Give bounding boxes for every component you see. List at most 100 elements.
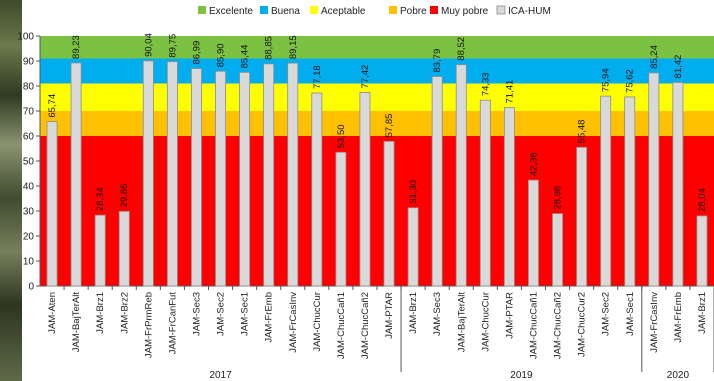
bar-value-label: 77,18 bbox=[312, 65, 323, 89]
legend-swatch bbox=[198, 6, 206, 14]
bar bbox=[215, 70, 226, 287]
year-group-label: 2020 bbox=[667, 370, 690, 381]
bar bbox=[335, 151, 347, 287]
bar-value-label: 88,85 bbox=[264, 36, 275, 60]
bar-value-label: 53,50 bbox=[336, 124, 347, 148]
legend-label: Buena bbox=[271, 6, 300, 17]
bar bbox=[624, 96, 636, 287]
y-tick-label: 60 bbox=[23, 132, 35, 143]
legend-label: Muy pobre bbox=[441, 6, 489, 17]
bar-value-label: 89,75 bbox=[167, 34, 178, 58]
bar bbox=[528, 179, 539, 287]
bar bbox=[431, 76, 443, 287]
bar bbox=[672, 82, 684, 287]
y-tick-label: 10 bbox=[23, 257, 35, 268]
bar-value-label: 28,34 bbox=[95, 187, 106, 211]
bar bbox=[287, 62, 299, 287]
legend-label: Aceptable bbox=[321, 6, 366, 17]
bar bbox=[263, 63, 275, 287]
bar bbox=[239, 72, 251, 287]
bar bbox=[311, 92, 323, 287]
x-category-label: JAM-Sec2 bbox=[216, 292, 227, 336]
x-category-label: JAM-Sec3 bbox=[432, 292, 443, 336]
bar-value-label: 28,98 bbox=[553, 186, 564, 210]
x-category-label: JAM-FrEmb bbox=[264, 292, 275, 343]
quality-band-muy-pobre bbox=[40, 136, 714, 286]
x-category-label: JAM-ChucCañ2 bbox=[553, 292, 564, 359]
x-category-label: JAM-FrCanFut bbox=[167, 292, 178, 355]
legend-swatch bbox=[310, 6, 318, 14]
legend-label: Pobre bbox=[400, 6, 427, 17]
bar-value-label: 75,94 bbox=[601, 68, 612, 92]
x-category-label: JAM-PTAR bbox=[384, 292, 395, 339]
x-category-label: JAM-FrEmb bbox=[673, 292, 684, 343]
x-category-label: JAM-Brz1 bbox=[408, 292, 419, 334]
bar bbox=[479, 99, 491, 287]
quality-band-aceptable bbox=[40, 83, 714, 111]
x-category-label: JAM-Brz1 bbox=[697, 292, 708, 334]
bar bbox=[383, 140, 395, 287]
bar-value-label: 86,99 bbox=[191, 41, 202, 65]
bar bbox=[576, 146, 588, 287]
y-tick-label: 20 bbox=[23, 232, 35, 243]
x-category-label: JAM-Sec1 bbox=[625, 292, 636, 336]
legend-swatch bbox=[496, 5, 506, 15]
bar-value-label: 85,90 bbox=[216, 43, 227, 67]
year-group-label: 2017 bbox=[209, 370, 232, 381]
quality-band-buena bbox=[40, 58, 714, 84]
x-category-label: JAM-BajTerAlt bbox=[71, 292, 82, 353]
bar bbox=[407, 207, 419, 287]
x-category-label: JAM-Aten bbox=[47, 292, 58, 334]
bar-value-label: 75,62 bbox=[625, 69, 636, 93]
legend-label: ICA-HUM bbox=[508, 6, 551, 17]
background-photo-strip bbox=[0, 0, 22, 381]
y-tick-label: 70 bbox=[23, 107, 35, 118]
bar-value-label: 74,33 bbox=[480, 72, 491, 96]
x-category-label: JAM-Sec2 bbox=[601, 292, 612, 336]
x-category-label: JAM-PTAR bbox=[504, 292, 515, 339]
bar bbox=[600, 95, 612, 287]
bar bbox=[46, 121, 58, 287]
x-category-label: JAM-ChucCur2 bbox=[577, 292, 588, 357]
bar-value-label: 88,52 bbox=[456, 37, 467, 61]
y-tick-label: 90 bbox=[23, 57, 35, 68]
x-category-label: JAM-BajTerAlt bbox=[456, 292, 467, 353]
y-tick-label: 30 bbox=[23, 207, 35, 218]
x-category-label: JAM-ChucCañ1 bbox=[336, 292, 347, 359]
bar-value-label: 83,79 bbox=[432, 49, 443, 73]
y-tick-label: 0 bbox=[28, 282, 34, 293]
bar-value-label: 85,44 bbox=[240, 45, 251, 69]
x-category-label: JAM-Brz2 bbox=[119, 292, 130, 334]
bar bbox=[94, 214, 106, 287]
bar-value-label: 28,04 bbox=[697, 188, 708, 212]
bar bbox=[648, 72, 660, 287]
bar bbox=[696, 215, 708, 287]
legend-swatch bbox=[430, 6, 438, 14]
legend-swatch bbox=[389, 6, 397, 14]
bar-value-label: 42,36 bbox=[528, 152, 539, 176]
x-category-label: JAM-Sec1 bbox=[240, 292, 251, 336]
bar-value-label: 77,42 bbox=[360, 65, 371, 89]
x-category-label: JAM-FrCasInv bbox=[288, 292, 299, 353]
bar-value-label: 85,24 bbox=[649, 45, 660, 69]
legend-swatch bbox=[260, 6, 268, 14]
x-category-label: JAM-Sec3 bbox=[191, 292, 202, 336]
quality-band-pobre bbox=[40, 111, 714, 136]
y-tick-label: 80 bbox=[23, 82, 35, 93]
y-tick-label: 100 bbox=[17, 32, 34, 43]
bar-value-label: 65,74 bbox=[47, 94, 58, 118]
x-category-label: JAM-ChucCañ2 bbox=[360, 292, 371, 359]
bar bbox=[118, 210, 130, 287]
bar-value-label: 71,41 bbox=[504, 80, 515, 104]
x-category-label: JAM-ChucCur bbox=[480, 292, 491, 352]
bar-value-label: 31,30 bbox=[408, 180, 419, 204]
bar bbox=[359, 92, 371, 287]
x-category-label: JAM-FrCasInv bbox=[649, 292, 660, 353]
bar bbox=[455, 64, 467, 287]
bar-value-label: 81,42 bbox=[673, 55, 684, 79]
bar-value-label: 57,85 bbox=[384, 114, 395, 138]
quality-band-excelente bbox=[40, 36, 714, 59]
bar-value-label: 89,23 bbox=[71, 35, 82, 59]
bar bbox=[142, 60, 154, 287]
